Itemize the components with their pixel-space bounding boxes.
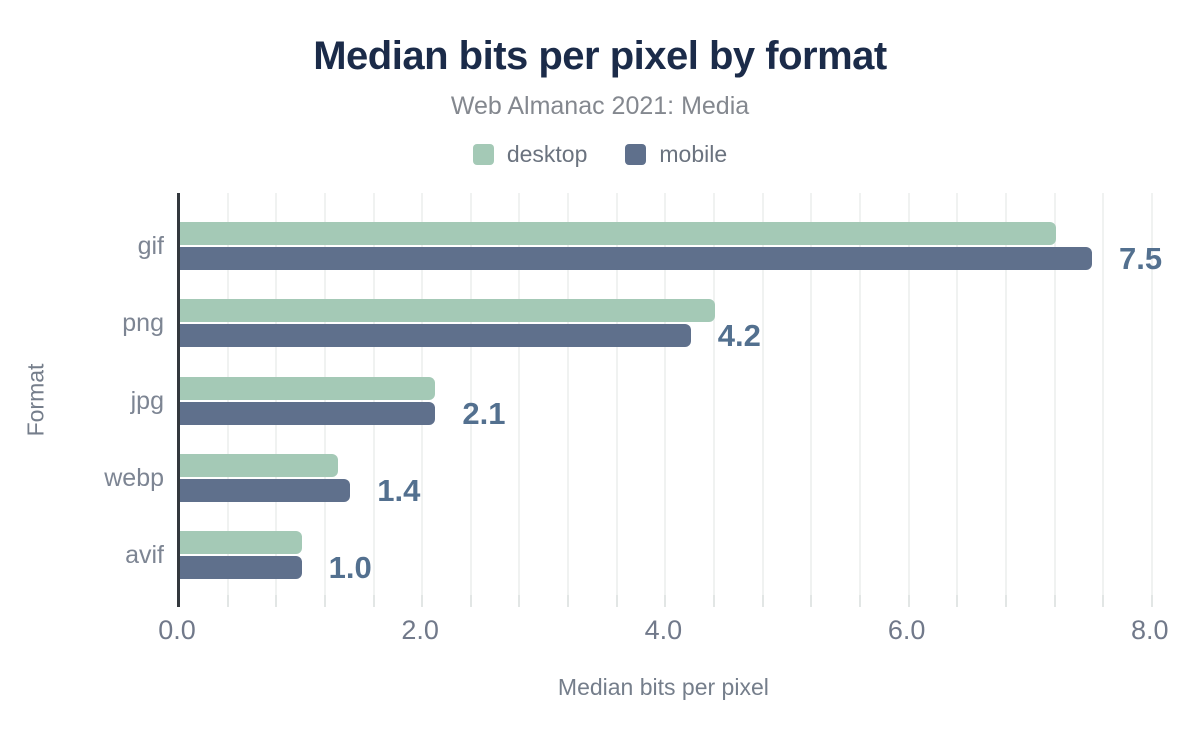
category-label-gif: gif xyxy=(137,232,164,260)
gridline xyxy=(713,193,715,607)
bar-mobile-jpg xyxy=(180,401,436,425)
legend-label-mobile: mobile xyxy=(659,141,728,167)
x-tick-label-2.0: 2.0 xyxy=(401,615,439,645)
bar-desktop-webp xyxy=(180,453,339,477)
gridline-tick xyxy=(859,595,861,607)
value-label-png: 4.2 xyxy=(717,318,761,354)
legend-item-desktop[interactable]: desktop xyxy=(472,141,588,168)
gridline xyxy=(762,193,764,607)
legend-swatch-mobile xyxy=(625,144,647,165)
bar-mobile-avif xyxy=(180,556,302,579)
gridline-tick xyxy=(567,595,569,607)
x-tick-label-8.0: 8.0 xyxy=(1131,615,1169,645)
gridline-tick xyxy=(518,595,520,607)
gridline xyxy=(421,193,423,607)
bar-desktop-gif xyxy=(180,222,1056,245)
bar-desktop-avif xyxy=(180,531,302,554)
gridline-tick xyxy=(324,595,326,607)
x-tick-label-6.0: 6.0 xyxy=(887,615,926,645)
gridline-tick xyxy=(616,595,618,607)
legend-item-mobile[interactable]: mobile xyxy=(625,141,727,168)
gridline xyxy=(324,193,326,607)
value-label-jpg: 2.1 xyxy=(462,395,506,431)
bar-mobile-png xyxy=(180,324,691,348)
legend-swatch-desktop xyxy=(472,144,494,165)
gridline-tick xyxy=(1005,595,1007,607)
gridline-tick xyxy=(1054,595,1056,607)
gridline xyxy=(859,193,861,607)
gridline-tick xyxy=(713,595,715,607)
gridline xyxy=(1102,193,1104,607)
gridline xyxy=(518,193,520,607)
category-label-jpg: jpg xyxy=(130,386,164,415)
gridline xyxy=(567,193,569,607)
gridline xyxy=(1054,193,1056,607)
x-axis-title: Median bits per pixel xyxy=(557,674,769,700)
gridline-tick xyxy=(227,595,229,607)
gridline xyxy=(470,193,472,607)
legend: desktop mobile xyxy=(0,141,1200,168)
gridline xyxy=(664,193,666,607)
gridline-tick xyxy=(421,595,423,607)
gridline-tick xyxy=(275,595,277,607)
chart-title: Median bits per pixel by format xyxy=(313,34,887,78)
value-label-avif: 1.0 xyxy=(328,550,372,585)
gridline xyxy=(373,193,375,607)
x-tick-label-4.0: 4.0 xyxy=(644,615,683,645)
bar-desktop-jpg xyxy=(180,376,436,400)
gridline-tick xyxy=(1151,595,1153,607)
bar-mobile-webp xyxy=(180,478,351,502)
gridline-tick xyxy=(664,595,666,607)
value-label-gif: 7.5 xyxy=(1119,241,1163,276)
gridline xyxy=(810,193,812,607)
bar-desktop-png xyxy=(180,299,716,323)
value-label-webp: 1.4 xyxy=(377,472,421,508)
gridline-tick xyxy=(470,595,472,607)
chart-subtitle: Web Almanac 2021: Media xyxy=(450,92,750,120)
gridline-tick xyxy=(908,595,910,607)
gridline-tick xyxy=(1102,595,1104,607)
gridline-tick xyxy=(373,595,375,607)
gridline xyxy=(227,193,229,607)
gridline xyxy=(616,193,618,607)
category-label-png: png xyxy=(122,309,164,338)
category-label-webp: webp xyxy=(104,463,164,492)
gridline xyxy=(956,193,958,607)
bar-mobile-gif xyxy=(180,247,1092,270)
category-label-avif: avif xyxy=(125,541,164,569)
gridline-tick xyxy=(762,595,764,607)
x-tick-label-0.0: 0.0 xyxy=(158,615,196,645)
gridline xyxy=(1151,193,1153,607)
plot-area: 7.5 4.2 2.1 1.4 1.0 xyxy=(177,193,1162,607)
gridline xyxy=(1005,193,1007,607)
gridline-tick xyxy=(810,595,812,607)
gridline xyxy=(908,193,910,607)
legend-label-desktop: desktop xyxy=(506,141,588,167)
gridline-tick xyxy=(956,595,958,607)
gridline xyxy=(275,193,277,607)
